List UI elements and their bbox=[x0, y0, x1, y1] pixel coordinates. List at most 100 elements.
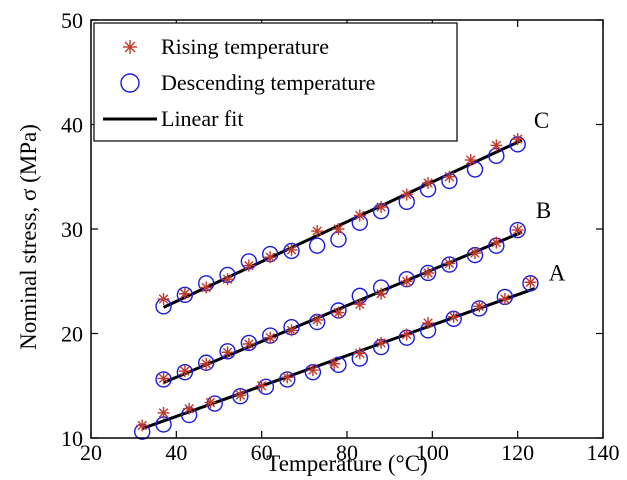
rising-point bbox=[332, 306, 345, 319]
rising-point bbox=[375, 201, 388, 214]
x-tick-label: 140 bbox=[587, 440, 620, 465]
rising-point bbox=[353, 209, 366, 222]
rising-point bbox=[221, 273, 234, 286]
rising-point bbox=[524, 276, 537, 289]
x-tick-label: 100 bbox=[416, 440, 449, 465]
rising-point bbox=[400, 328, 413, 341]
legend-label: Descending temperature bbox=[161, 70, 375, 95]
rising-point bbox=[242, 259, 255, 272]
descending-point bbox=[176, 286, 194, 304]
curve-label-C: C bbox=[534, 108, 549, 133]
rising-point bbox=[400, 275, 413, 288]
rising-point bbox=[178, 287, 191, 300]
rising-point bbox=[400, 188, 413, 201]
descending-point bbox=[441, 256, 458, 273]
rising-point bbox=[447, 310, 460, 323]
rising-point bbox=[443, 170, 456, 183]
rising-point bbox=[200, 281, 213, 294]
x-tick-label: 80 bbox=[336, 440, 358, 465]
descending-point bbox=[176, 363, 194, 381]
rising-point bbox=[353, 347, 366, 360]
rising-point bbox=[422, 177, 435, 190]
legend-label: Linear fit bbox=[161, 106, 243, 131]
descending-point bbox=[155, 371, 172, 388]
rising-point bbox=[375, 287, 388, 300]
rising-point bbox=[264, 331, 277, 344]
curve-label-A: A bbox=[549, 261, 566, 286]
rising-point bbox=[490, 236, 503, 249]
legend-entry: Linear fit bbox=[103, 106, 243, 131]
y-axis-label: Nominal stress, σ (MPa) bbox=[16, 124, 41, 350]
descending-point bbox=[206, 395, 223, 412]
legend-circle-marker bbox=[120, 73, 140, 93]
rising-point bbox=[157, 372, 170, 385]
descending-point bbox=[197, 354, 215, 371]
rising-point bbox=[311, 225, 324, 238]
plot-area: C B A bbox=[133, 108, 566, 440]
descending-point bbox=[509, 221, 526, 239]
rising-point bbox=[281, 371, 294, 384]
rising-point bbox=[157, 293, 170, 306]
x-axis-label: Temperature (°C) bbox=[266, 451, 427, 476]
rising-point bbox=[464, 154, 477, 167]
rising-point bbox=[332, 223, 345, 235]
x-tick-label: 120 bbox=[501, 440, 534, 465]
rising-point bbox=[473, 300, 486, 313]
y-tick-label: 50 bbox=[61, 8, 83, 33]
rising-point bbox=[264, 251, 277, 264]
legend-box bbox=[93, 22, 458, 142]
rising-point bbox=[285, 324, 298, 337]
rising-point bbox=[511, 133, 524, 146]
descending-point bbox=[466, 161, 484, 178]
descending-point bbox=[232, 388, 249, 405]
curve-group-A: A bbox=[133, 261, 566, 440]
rising-point bbox=[311, 313, 324, 326]
descending-point bbox=[419, 264, 437, 282]
legend-entry: Descending temperature bbox=[120, 70, 375, 95]
descending-point bbox=[330, 356, 347, 374]
descending-point bbox=[257, 378, 275, 395]
rising-point bbox=[221, 346, 234, 359]
rising-point bbox=[422, 266, 435, 279]
rising-point bbox=[443, 257, 456, 270]
rising-point bbox=[306, 364, 319, 377]
rising-point bbox=[255, 379, 268, 392]
legend: Rising temperature Descending temperature… bbox=[93, 22, 458, 142]
y-tick-label: 40 bbox=[61, 113, 83, 138]
rising-point bbox=[136, 419, 149, 432]
rising-point bbox=[469, 247, 481, 260]
rising-point bbox=[204, 396, 217, 409]
rising-point bbox=[511, 224, 524, 237]
rising-point bbox=[242, 337, 255, 350]
x-tick-label: 60 bbox=[251, 440, 273, 465]
curve-group-C: C bbox=[155, 108, 549, 315]
descending-point bbox=[219, 343, 236, 360]
y-tick-label: 10 bbox=[61, 426, 83, 451]
descending-point bbox=[240, 334, 258, 352]
rising-point bbox=[490, 139, 503, 152]
curve-label-B: B bbox=[536, 198, 551, 223]
rising-point bbox=[157, 406, 170, 419]
rising-point bbox=[200, 357, 213, 370]
rising-point bbox=[375, 336, 388, 349]
rising-point bbox=[178, 365, 191, 378]
legend-entry: Rising temperature bbox=[123, 34, 329, 59]
descending-point bbox=[522, 275, 539, 292]
rising-point bbox=[498, 293, 511, 306]
y-tick-label: 20 bbox=[61, 322, 83, 347]
descending-point bbox=[283, 242, 300, 260]
legend-asterisk-marker bbox=[123, 40, 137, 54]
x-tick-label: 40 bbox=[165, 440, 187, 465]
rising-point bbox=[328, 357, 341, 370]
legend-label: Rising temperature bbox=[161, 34, 329, 59]
y-tick-label: 30 bbox=[61, 217, 83, 242]
curve-group-B: B bbox=[155, 198, 551, 388]
rising-point bbox=[183, 402, 196, 415]
rising-point bbox=[285, 243, 298, 256]
x-tick-label: 20 bbox=[80, 440, 102, 465]
rising-point bbox=[353, 298, 366, 311]
rising-point bbox=[422, 317, 435, 330]
rising-point bbox=[234, 389, 247, 402]
